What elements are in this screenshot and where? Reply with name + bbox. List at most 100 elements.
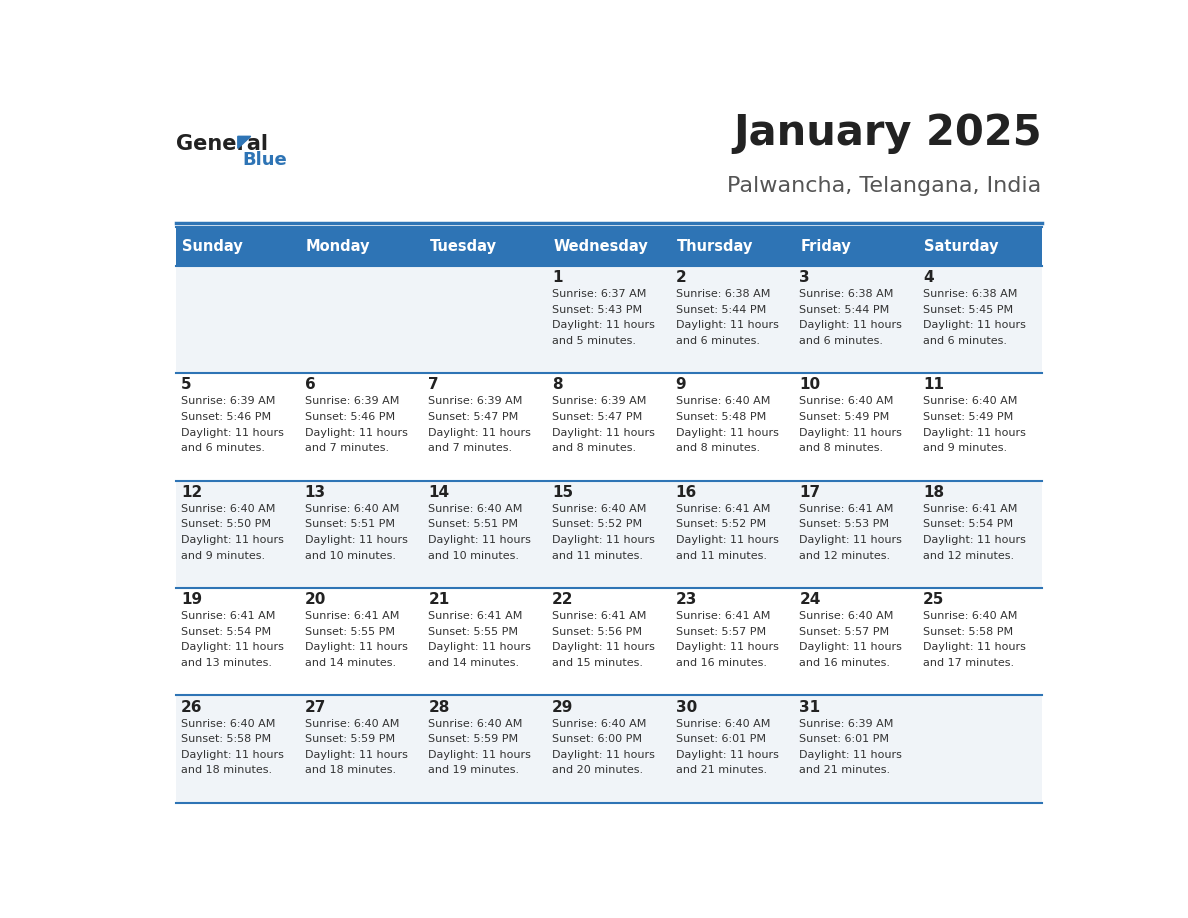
Text: Sunrise: 6:40 AM: Sunrise: 6:40 AM bbox=[923, 611, 1017, 621]
Text: Daylight: 11 hours: Daylight: 11 hours bbox=[800, 428, 902, 438]
Text: and 21 minutes.: and 21 minutes. bbox=[676, 766, 766, 776]
FancyBboxPatch shape bbox=[795, 227, 918, 265]
FancyBboxPatch shape bbox=[795, 480, 918, 588]
Text: and 19 minutes.: and 19 minutes. bbox=[429, 766, 519, 776]
Text: Palwancha, Telangana, India: Palwancha, Telangana, India bbox=[727, 176, 1042, 196]
Text: Sunrise: 6:40 AM: Sunrise: 6:40 AM bbox=[429, 719, 523, 729]
Text: 5: 5 bbox=[181, 377, 191, 392]
Text: Friday: Friday bbox=[801, 239, 852, 253]
Text: Daylight: 11 hours: Daylight: 11 hours bbox=[552, 750, 655, 760]
Text: 10: 10 bbox=[800, 377, 821, 392]
Text: Sunset: 5:50 PM: Sunset: 5:50 PM bbox=[181, 520, 271, 530]
Text: and 10 minutes.: and 10 minutes. bbox=[304, 551, 396, 561]
Text: Daylight: 11 hours: Daylight: 11 hours bbox=[800, 750, 902, 760]
Text: Daylight: 11 hours: Daylight: 11 hours bbox=[181, 535, 284, 545]
Text: and 14 minutes.: and 14 minutes. bbox=[304, 658, 396, 668]
Text: 2: 2 bbox=[676, 270, 687, 285]
Text: Sunset: 5:57 PM: Sunset: 5:57 PM bbox=[800, 627, 890, 637]
Text: Sunset: 5:51 PM: Sunset: 5:51 PM bbox=[304, 520, 394, 530]
Text: Daylight: 11 hours: Daylight: 11 hours bbox=[676, 428, 778, 438]
Text: Sunset: 5:59 PM: Sunset: 5:59 PM bbox=[429, 734, 518, 744]
FancyBboxPatch shape bbox=[423, 265, 546, 373]
Text: Daylight: 11 hours: Daylight: 11 hours bbox=[181, 643, 284, 653]
Text: Daylight: 11 hours: Daylight: 11 hours bbox=[304, 535, 407, 545]
Text: 25: 25 bbox=[923, 592, 944, 607]
Text: and 13 minutes.: and 13 minutes. bbox=[181, 658, 272, 668]
Text: Sunset: 5:52 PM: Sunset: 5:52 PM bbox=[676, 520, 766, 530]
Text: 8: 8 bbox=[552, 377, 563, 392]
FancyBboxPatch shape bbox=[546, 373, 671, 480]
Text: Sunset: 5:46 PM: Sunset: 5:46 PM bbox=[304, 412, 394, 422]
Text: and 6 minutes.: and 6 minutes. bbox=[676, 336, 759, 346]
FancyBboxPatch shape bbox=[299, 588, 423, 696]
FancyBboxPatch shape bbox=[795, 696, 918, 803]
Text: and 9 minutes.: and 9 minutes. bbox=[181, 551, 265, 561]
Text: Sunrise: 6:39 AM: Sunrise: 6:39 AM bbox=[552, 397, 646, 407]
Text: Sunrise: 6:38 AM: Sunrise: 6:38 AM bbox=[923, 289, 1017, 299]
FancyBboxPatch shape bbox=[795, 373, 918, 480]
Text: Sunrise: 6:40 AM: Sunrise: 6:40 AM bbox=[676, 719, 770, 729]
Text: Daylight: 11 hours: Daylight: 11 hours bbox=[552, 643, 655, 653]
Text: and 14 minutes.: and 14 minutes. bbox=[429, 658, 519, 668]
FancyBboxPatch shape bbox=[176, 373, 299, 480]
Text: 31: 31 bbox=[800, 700, 821, 715]
FancyBboxPatch shape bbox=[671, 696, 795, 803]
Text: Sunrise: 6:40 AM: Sunrise: 6:40 AM bbox=[304, 719, 399, 729]
Text: 22: 22 bbox=[552, 592, 574, 607]
FancyBboxPatch shape bbox=[176, 588, 299, 696]
FancyBboxPatch shape bbox=[918, 588, 1042, 696]
FancyBboxPatch shape bbox=[423, 480, 546, 588]
Text: Daylight: 11 hours: Daylight: 11 hours bbox=[429, 750, 531, 760]
Text: 21: 21 bbox=[429, 592, 449, 607]
Text: Daylight: 11 hours: Daylight: 11 hours bbox=[800, 643, 902, 653]
Text: and 8 minutes.: and 8 minutes. bbox=[552, 443, 636, 453]
Text: Sunrise: 6:38 AM: Sunrise: 6:38 AM bbox=[676, 289, 770, 299]
Text: and 16 minutes.: and 16 minutes. bbox=[800, 658, 890, 668]
Text: and 7 minutes.: and 7 minutes. bbox=[304, 443, 388, 453]
Text: Daylight: 11 hours: Daylight: 11 hours bbox=[181, 428, 284, 438]
Text: Daylight: 11 hours: Daylight: 11 hours bbox=[181, 750, 284, 760]
Text: and 16 minutes.: and 16 minutes. bbox=[676, 658, 766, 668]
Text: Sunrise: 6:40 AM: Sunrise: 6:40 AM bbox=[676, 397, 770, 407]
Text: Sunrise: 6:40 AM: Sunrise: 6:40 AM bbox=[923, 397, 1017, 407]
Text: Sunrise: 6:40 AM: Sunrise: 6:40 AM bbox=[552, 504, 646, 514]
Text: Sunset: 5:54 PM: Sunset: 5:54 PM bbox=[923, 520, 1013, 530]
FancyBboxPatch shape bbox=[299, 265, 423, 373]
FancyBboxPatch shape bbox=[299, 227, 423, 265]
Text: Sunrise: 6:40 AM: Sunrise: 6:40 AM bbox=[181, 504, 276, 514]
Text: 26: 26 bbox=[181, 700, 203, 715]
Text: Sunrise: 6:41 AM: Sunrise: 6:41 AM bbox=[800, 504, 893, 514]
Text: and 9 minutes.: and 9 minutes. bbox=[923, 443, 1007, 453]
FancyBboxPatch shape bbox=[546, 696, 671, 803]
Text: Daylight: 11 hours: Daylight: 11 hours bbox=[676, 750, 778, 760]
Text: 14: 14 bbox=[429, 485, 449, 499]
Text: Sunset: 5:43 PM: Sunset: 5:43 PM bbox=[552, 305, 642, 315]
Text: Sunset: 5:44 PM: Sunset: 5:44 PM bbox=[676, 305, 766, 315]
FancyBboxPatch shape bbox=[299, 696, 423, 803]
Text: and 7 minutes.: and 7 minutes. bbox=[429, 443, 512, 453]
Text: 3: 3 bbox=[800, 270, 810, 285]
Text: January 2025: January 2025 bbox=[733, 112, 1042, 154]
FancyBboxPatch shape bbox=[918, 480, 1042, 588]
Text: Sunset: 6:01 PM: Sunset: 6:01 PM bbox=[676, 734, 765, 744]
Text: Daylight: 11 hours: Daylight: 11 hours bbox=[429, 643, 531, 653]
Text: Sunrise: 6:39 AM: Sunrise: 6:39 AM bbox=[304, 397, 399, 407]
Text: Daylight: 11 hours: Daylight: 11 hours bbox=[429, 535, 531, 545]
Text: and 5 minutes.: and 5 minutes. bbox=[552, 336, 636, 346]
Text: Sunset: 5:55 PM: Sunset: 5:55 PM bbox=[304, 627, 394, 637]
Text: 19: 19 bbox=[181, 592, 202, 607]
Text: 16: 16 bbox=[676, 485, 697, 499]
Polygon shape bbox=[238, 136, 251, 149]
Text: Blue: Blue bbox=[242, 151, 287, 169]
Text: Wednesday: Wednesday bbox=[554, 239, 647, 253]
Text: Sunset: 5:56 PM: Sunset: 5:56 PM bbox=[552, 627, 642, 637]
Text: Daylight: 11 hours: Daylight: 11 hours bbox=[429, 428, 531, 438]
Text: Sunrise: 6:39 AM: Sunrise: 6:39 AM bbox=[429, 397, 523, 407]
Text: and 11 minutes.: and 11 minutes. bbox=[676, 551, 766, 561]
Text: Sunset: 5:54 PM: Sunset: 5:54 PM bbox=[181, 627, 271, 637]
Text: Thursday: Thursday bbox=[677, 239, 753, 253]
Text: and 21 minutes.: and 21 minutes. bbox=[800, 766, 890, 776]
Text: Sunset: 5:44 PM: Sunset: 5:44 PM bbox=[800, 305, 890, 315]
FancyBboxPatch shape bbox=[176, 480, 299, 588]
Text: 6: 6 bbox=[304, 377, 316, 392]
